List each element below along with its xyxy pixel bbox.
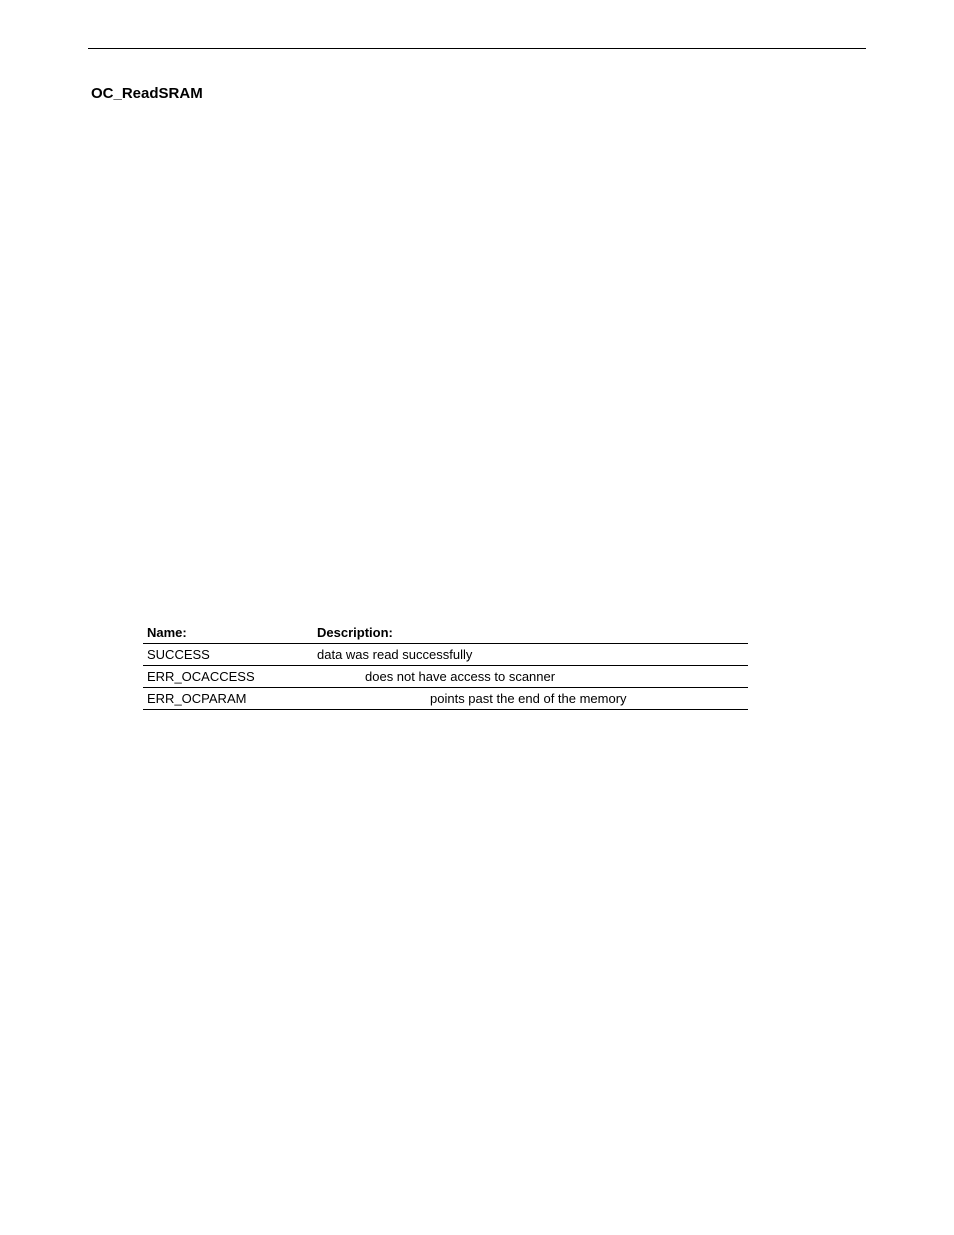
header-name: Name: xyxy=(147,625,317,640)
row-desc: data was read successfully xyxy=(317,647,748,662)
table-header-row: Name: Description: xyxy=(143,622,748,644)
row-name: ERR_OCACCESS xyxy=(147,669,317,684)
table-row: SUCCESSdata was read successfully xyxy=(143,644,748,666)
table-row: ERR_OCPARAMpoints past the end of the me… xyxy=(143,688,748,710)
header-desc: Description: xyxy=(317,625,748,640)
function-heading: OC_ReadSRAM xyxy=(91,85,866,102)
return-codes-table: Name: Description: SUCCESSdata was read … xyxy=(143,622,748,710)
row-desc: points past the end of the memory xyxy=(317,691,748,706)
row-desc: does not have access to scanner xyxy=(317,669,748,684)
table-row: ERR_OCACCESSdoes not have access to scan… xyxy=(143,666,748,688)
row-name: SUCCESS xyxy=(147,647,317,662)
row-name: ERR_OCPARAM xyxy=(147,691,317,706)
